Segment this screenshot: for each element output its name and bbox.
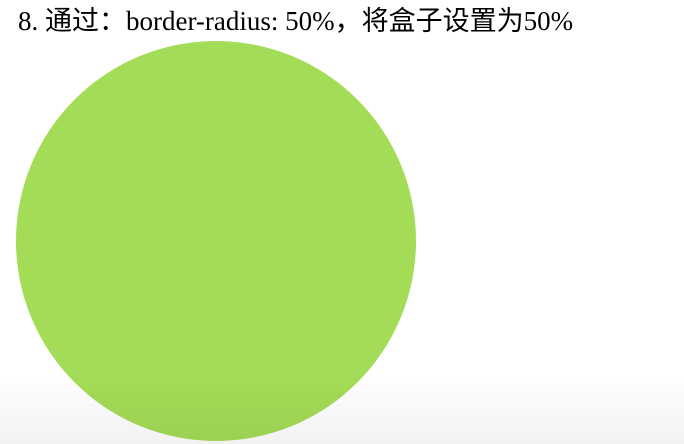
demo-circle-box xyxy=(16,41,416,441)
example-heading: 8. 通过：border-radius: 50%，将盒子设置为50% xyxy=(18,6,574,36)
